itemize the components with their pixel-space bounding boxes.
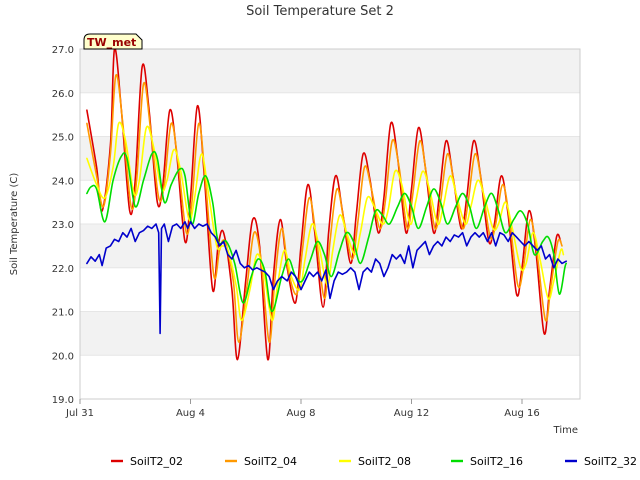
station-annotation: TW_met xyxy=(83,33,143,50)
x-axis-ticks: Jul 31 Aug 4 Aug 8 Aug 12 Aug 16 xyxy=(65,399,540,419)
series-line-soilt2-16 xyxy=(86,150,567,313)
series-line-soilt2-32 xyxy=(86,221,567,335)
y-tick-label: 24.0 xyxy=(52,176,74,187)
plot-area xyxy=(79,48,581,400)
y-tick-label: 25.0 xyxy=(52,133,74,144)
series-line-soilt2-04 xyxy=(86,74,563,343)
legend-label: SoilT2_04 xyxy=(244,455,297,468)
y-tick-label: 20.0 xyxy=(52,351,74,362)
x-tick-label: Jul 31 xyxy=(65,408,94,419)
legend-item: SoilT2_04 xyxy=(225,455,297,468)
legend-label: SoilT2_08 xyxy=(358,455,411,468)
y-axis-label: Soil Temperature (C) xyxy=(9,173,20,276)
x-axis-label: Time xyxy=(553,425,578,436)
x-tick-label: Aug 8 xyxy=(286,408,315,419)
annotation-box xyxy=(83,33,143,50)
legend-item: SoilT2_02 xyxy=(111,455,183,468)
y-tick-label: 22.0 xyxy=(52,264,74,275)
series-lines xyxy=(86,47,567,361)
y-axis-ticks: 19.0 20.0 21.0 22.0 23.0 24.0 25.0 26.0 27.0 xyxy=(52,45,74,406)
legend: SoilT2_02 SoilT2_04 SoilT2_08 SoilT2_16 Soil… xyxy=(111,455,637,468)
y-tick-label: 26.0 xyxy=(52,89,74,100)
legend-label: SoilT2_16 xyxy=(470,455,523,468)
x-tick-label: Aug 12 xyxy=(394,408,429,419)
legend-item: SoilT2_32 xyxy=(565,455,637,468)
chart-title: Soil Temperature Set 2 xyxy=(246,4,394,19)
y-tick-label: 27.0 xyxy=(52,45,74,56)
y-tick-label: 23.0 xyxy=(52,220,74,231)
legend-label: SoilT2_32 xyxy=(584,455,637,468)
x-tick-label: Aug 4 xyxy=(176,408,205,419)
legend-item: SoilT2_08 xyxy=(339,455,411,468)
y-tick-label: 19.0 xyxy=(52,395,74,406)
legend-item: SoilT2_16 xyxy=(451,455,523,468)
grid-band xyxy=(80,49,580,93)
legend-label: SoilT2_02 xyxy=(130,455,183,468)
x-tick-label: Aug 16 xyxy=(504,408,539,419)
grid-band xyxy=(80,311,580,356)
annotation-text: TW_met xyxy=(87,36,136,49)
series-line-soilt2-08 xyxy=(86,121,565,322)
y-tick-label: 21.0 xyxy=(52,308,74,319)
